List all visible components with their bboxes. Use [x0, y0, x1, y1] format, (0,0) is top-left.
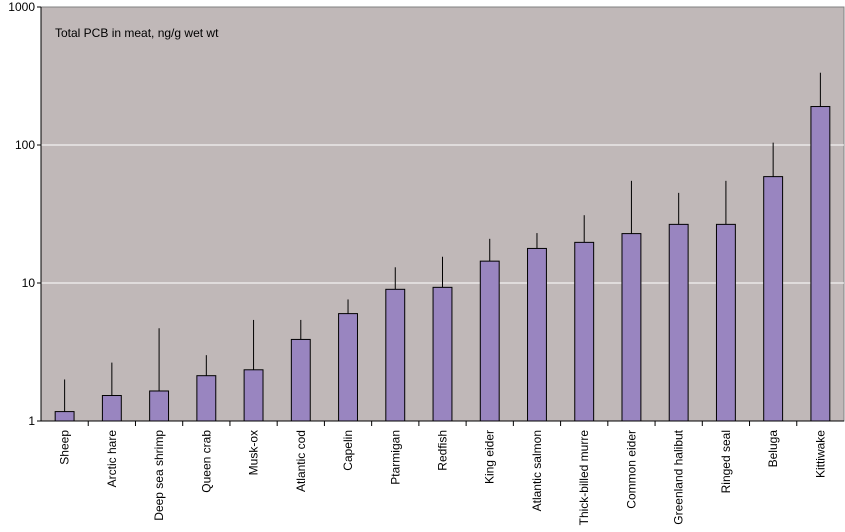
chart-title: Total PCB in meat, ng/g wet wt [55, 26, 219, 40]
x-tick-label: Greenland halibut [672, 429, 686, 524]
x-tick-label: Redfish [436, 430, 450, 471]
y-tick-label: 1 [28, 414, 35, 428]
x-tick-label: Ringed seal [719, 430, 733, 493]
bar-deep-sea-shrimp [149, 390, 170, 422]
bar-beluga [763, 176, 784, 422]
x-tick-label: Deep sea shrimp [152, 430, 166, 521]
x-tick-label: Musk-ox [247, 430, 261, 475]
bar-capelin [338, 313, 358, 422]
x-tick-label: Thick-billed murre [577, 430, 591, 526]
x-tick-label: Sheep [58, 430, 72, 465]
x-tick-label: Ptarmigan [388, 430, 402, 485]
bar-greenland-halibut [668, 223, 689, 422]
bar-common-eider [621, 233, 642, 422]
bar-sheep [54, 411, 75, 422]
x-tick-label: Atlantic salmon [530, 430, 544, 511]
error-bars [64, 72, 821, 412]
bar-ringed-seal [715, 223, 736, 422]
y-tick-label: 1000 [8, 0, 35, 14]
y-tick-label: 100 [15, 138, 35, 152]
bar-king-eider [479, 260, 500, 422]
x-tick-label: Atlantic cod [294, 430, 308, 492]
y-tick-label: 10 [22, 276, 36, 290]
x-axis: Sheep Arctic hare Deep sea shrimp Queen cra… [41, 420, 844, 526]
x-tick-label: Beluga [766, 430, 780, 468]
x-tick-label: Arctic hare [105, 430, 119, 488]
bar-atlantic-salmon [527, 247, 547, 422]
bar-kittiwake [810, 106, 831, 422]
x-tick-label: Capelin [341, 430, 355, 471]
bar-queen-crab [196, 375, 217, 422]
bar-musk-ox [243, 369, 264, 422]
bar-arctic-hare [101, 395, 122, 422]
bar-thick-billed-murre [574, 241, 595, 422]
x-tick-label: Queen crab [199, 430, 213, 493]
y-axis: 1 10 100 1000 [8, 0, 42, 428]
x-tick-label: Common eider [624, 430, 638, 509]
x-tick-label: King eider [483, 430, 497, 484]
bar-atlantic-cod [290, 338, 311, 422]
x-tick-label: Kittiwake [813, 430, 827, 478]
bar-redfish [432, 286, 453, 422]
bar-ptarmigan [385, 288, 406, 422]
